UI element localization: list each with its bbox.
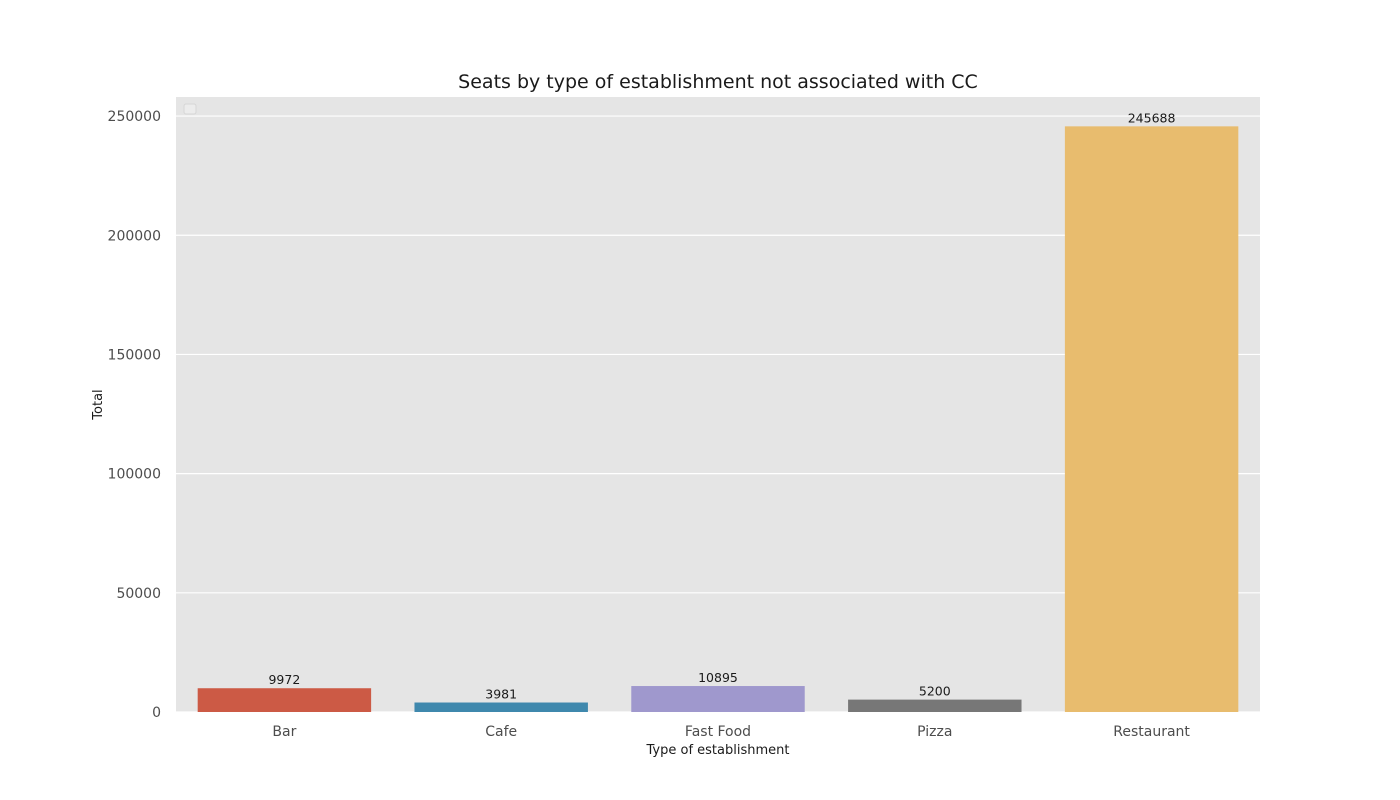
x-tick-label: Restaurant <box>1113 724 1190 740</box>
bar-value-label: 245688 <box>1128 110 1176 125</box>
bar-fast-food <box>631 686 805 712</box>
x-tick-label: Cafe <box>485 724 517 740</box>
bar-cafe <box>414 702 588 712</box>
x-axis-ticks: Bar Cafe Fast Food Pizza Restaurant <box>272 724 1190 740</box>
y-tick-label: 0 <box>152 705 161 721</box>
bar-restaurant <box>1064 126 1239 712</box>
bar-value-labels: 9972 3981 10895 5200 245688 <box>268 110 1175 701</box>
y-axis-label: Total <box>91 389 106 420</box>
x-tick-label: Fast Food <box>685 724 751 740</box>
y-tick-label: 50000 <box>116 586 161 602</box>
bar-value-label: 9972 <box>268 672 300 687</box>
bar-value-label: 5200 <box>919 684 951 699</box>
y-tick-label: 250000 <box>108 109 161 125</box>
y-tick-label: 100000 <box>108 467 161 483</box>
chart-title: Seats by type of establishment not assoc… <box>458 71 978 93</box>
bar-value-label: 3981 <box>485 687 517 702</box>
y-axis-ticks: 0 50000 100000 150000 200000 250000 <box>108 109 161 721</box>
y-tick-label: 200000 <box>108 228 161 244</box>
bar-pizza <box>848 699 1022 712</box>
x-tick-label: Bar <box>272 724 296 740</box>
y-tick-label: 150000 <box>108 347 161 363</box>
x-tick-label: Pizza <box>917 724 952 740</box>
bars <box>197 126 1239 712</box>
bar-value-label: 10895 <box>698 670 738 685</box>
bar-bar <box>197 688 372 712</box>
x-axis-label: Type of establishment <box>646 743 790 758</box>
legend-box <box>183 103 197 115</box>
